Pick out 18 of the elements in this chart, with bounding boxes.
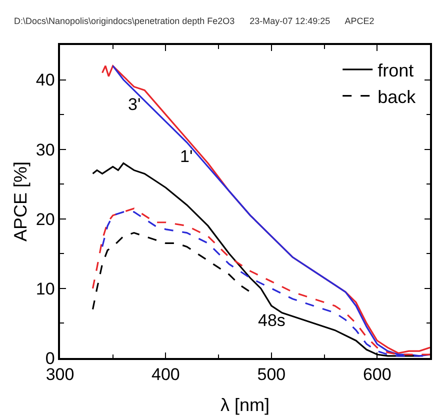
annotation: 1' — [180, 147, 193, 166]
x-tick-label: 500 — [257, 365, 286, 384]
legend-label: front — [378, 60, 414, 80]
annotation: 3' — [128, 95, 141, 114]
y-tick-label: 40 — [36, 70, 55, 90]
x-tick-label: 600 — [362, 365, 392, 384]
text: D:\Docs\Nanopolis\origindocs\penetration depth Fe2O3 23-May-07 12:49:25 APCE2 — [14, 16, 374, 26]
x-tick-label: 400 — [152, 365, 180, 384]
legend-label: back — [378, 86, 417, 107]
line-series — [92, 232, 252, 310]
x-axis-title: λ [nm] — [220, 394, 270, 415]
y-tick-label: 30 — [36, 140, 55, 160]
y-tick-label: 20 — [36, 210, 55, 229]
x-tick-label: 300 — [46, 365, 74, 384]
y-axis-title: APCE [%] — [10, 161, 31, 242]
y-tick-label: 0 — [45, 348, 55, 368]
y-tick-label: 10 — [36, 279, 55, 298]
annotation: 48s — [258, 311, 286, 330]
